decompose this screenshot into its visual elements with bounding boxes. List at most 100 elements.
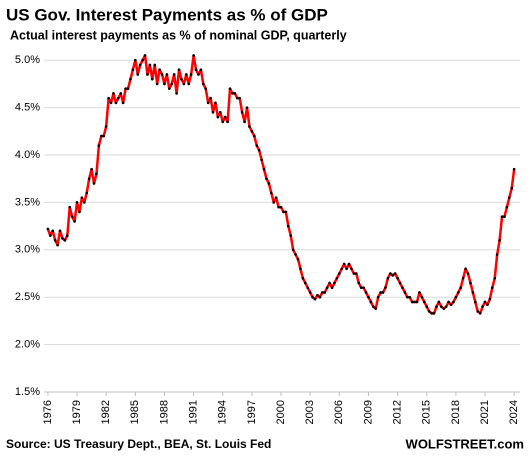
data-point bbox=[168, 87, 171, 90]
data-point bbox=[160, 73, 164, 76]
data-point bbox=[134, 58, 137, 62]
data-point bbox=[396, 276, 399, 280]
data-point bbox=[440, 305, 443, 308]
data-point bbox=[500, 215, 504, 218]
x-tick-label: 2006 bbox=[333, 400, 345, 424]
data-point bbox=[335, 276, 339, 280]
data-point bbox=[435, 305, 438, 308]
data-point bbox=[442, 307, 446, 310]
data-point bbox=[384, 286, 387, 290]
y-tick-label: 3.0% bbox=[15, 244, 40, 256]
data-point bbox=[325, 286, 329, 290]
data-point bbox=[100, 134, 103, 138]
data-point bbox=[508, 196, 511, 199]
y-tick-label: 4.0% bbox=[15, 149, 40, 161]
data-point bbox=[109, 101, 113, 105]
data-point bbox=[381, 291, 385, 294]
data-point bbox=[209, 96, 212, 100]
data-point bbox=[104, 125, 108, 128]
data-point bbox=[197, 73, 200, 76]
data-point bbox=[182, 82, 186, 86]
y-tick-label: 1.5% bbox=[15, 386, 40, 398]
data-point bbox=[437, 300, 441, 304]
data-line bbox=[46, 54, 516, 315]
data-point bbox=[313, 297, 317, 301]
data-point bbox=[151, 77, 154, 81]
data-point bbox=[267, 182, 271, 185]
data-point bbox=[301, 276, 305, 280]
data-point bbox=[85, 191, 89, 195]
data-point bbox=[425, 305, 429, 308]
data-point bbox=[75, 201, 79, 204]
data-point bbox=[129, 77, 132, 81]
data-point bbox=[219, 111, 222, 114]
data-point bbox=[202, 82, 205, 86]
credit: WOLFSTREET.com bbox=[406, 436, 524, 451]
data-point bbox=[481, 305, 484, 308]
data-point bbox=[277, 205, 280, 209]
data-point bbox=[413, 300, 416, 304]
data-point bbox=[357, 281, 361, 285]
y-tick-label: 5.0% bbox=[15, 54, 40, 66]
data-point bbox=[83, 201, 86, 204]
data-point bbox=[279, 205, 283, 209]
data-point bbox=[328, 281, 331, 285]
data-point bbox=[510, 186, 514, 190]
data-point bbox=[206, 101, 210, 105]
data-point bbox=[333, 281, 336, 285]
data-point bbox=[260, 158, 263, 162]
data-point bbox=[291, 248, 295, 252]
data-point bbox=[372, 305, 375, 308]
data-point bbox=[330, 286, 334, 290]
data-point bbox=[126, 87, 130, 90]
data-point bbox=[376, 295, 380, 299]
data-point bbox=[323, 291, 327, 294]
data-point bbox=[352, 272, 356, 275]
data-point bbox=[153, 63, 157, 67]
data-point bbox=[270, 191, 273, 195]
data-point bbox=[427, 310, 431, 313]
data-point bbox=[423, 300, 426, 304]
data-point bbox=[204, 87, 208, 90]
data-point bbox=[265, 177, 268, 181]
data-point bbox=[282, 210, 285, 214]
data-point bbox=[364, 291, 368, 294]
x-tick-label: 2018 bbox=[450, 400, 462, 424]
x-tick-label: 2000 bbox=[275, 400, 287, 424]
y-tick-label: 2.0% bbox=[15, 339, 40, 351]
x-tick-label: 1994 bbox=[217, 400, 229, 424]
data-point bbox=[505, 205, 509, 209]
data-point bbox=[56, 243, 59, 247]
data-point bbox=[180, 77, 183, 81]
data-point bbox=[393, 272, 397, 275]
data-point bbox=[170, 82, 174, 86]
data-point bbox=[211, 111, 215, 114]
data-point bbox=[102, 134, 106, 138]
data-point bbox=[92, 182, 96, 185]
data-point bbox=[245, 106, 249, 109]
data-point bbox=[236, 96, 239, 100]
data-point bbox=[338, 272, 341, 275]
data-point bbox=[124, 87, 127, 90]
x-tick-label: 1979 bbox=[71, 400, 83, 424]
data-point bbox=[199, 68, 203, 71]
data-point bbox=[250, 130, 254, 133]
data-point bbox=[73, 220, 76, 223]
data-point bbox=[420, 295, 424, 299]
data-point bbox=[233, 92, 237, 95]
data-point bbox=[369, 300, 373, 304]
data-point bbox=[362, 286, 365, 290]
data-point bbox=[491, 286, 494, 290]
data-point bbox=[51, 229, 55, 233]
data-point bbox=[359, 286, 363, 290]
data-point bbox=[350, 267, 353, 271]
data-point bbox=[284, 210, 288, 214]
source-note: Source: US Treasury Dept., BEA, St. Loui… bbox=[6, 437, 271, 451]
data-point bbox=[131, 68, 135, 71]
data-point bbox=[112, 92, 115, 95]
data-point bbox=[66, 234, 69, 237]
data-point bbox=[238, 96, 242, 100]
data-point bbox=[503, 215, 506, 218]
data-point bbox=[97, 144, 101, 147]
x-tick-label: 1988 bbox=[158, 400, 170, 424]
